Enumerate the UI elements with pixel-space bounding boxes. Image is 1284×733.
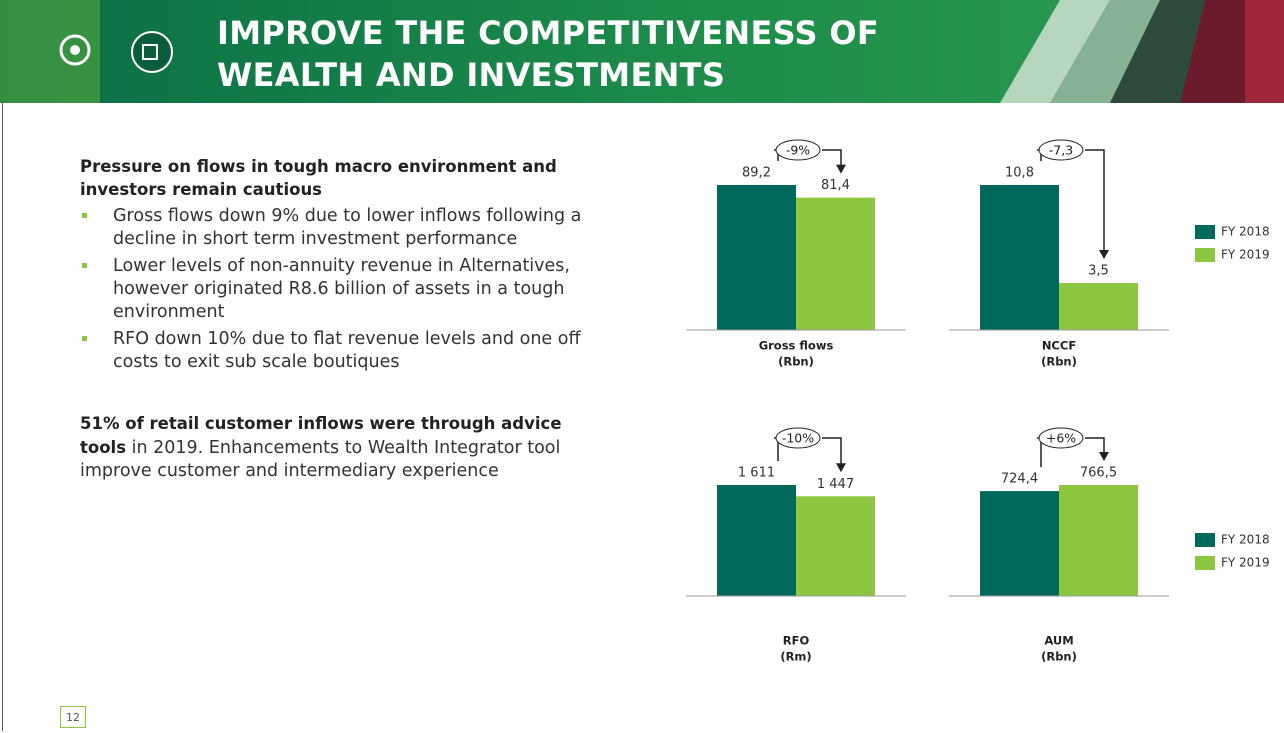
- change-label: +6%: [1046, 431, 1076, 446]
- change-arrow: [1099, 452, 1109, 461]
- chart-title: NCCF: [1042, 339, 1076, 353]
- bar: [1059, 283, 1138, 330]
- bar: [1059, 485, 1138, 596]
- change-oval: [1038, 427, 1084, 449]
- change-label: -7,3: [1049, 143, 1073, 158]
- heading: Pressure on flows in tough macro environ…: [80, 157, 557, 199]
- bar: [717, 485, 796, 596]
- legend-swatch: [1195, 556, 1215, 570]
- value-label: 10,8: [1005, 166, 1034, 181]
- advice-text: in 2019. Enhancements to Wealth Integrat…: [80, 438, 561, 481]
- value-label: 766,5: [1080, 466, 1117, 481]
- chart-unit: (Rbn): [778, 355, 814, 369]
- legend-label: FY 2019: [1221, 248, 1270, 262]
- bar: [796, 197, 875, 330]
- bar: [796, 496, 875, 596]
- change-label: -9%: [786, 143, 810, 158]
- legend-label: FY 2018: [1221, 533, 1270, 547]
- value-label: 1 611: [738, 466, 775, 481]
- legend-swatch: [1195, 248, 1215, 262]
- change-oval: [775, 139, 821, 161]
- chart-title: AUM: [1044, 634, 1073, 648]
- value-label: 1 447: [817, 477, 854, 492]
- bullet: RFO down 10% due to flat revenue levels …: [80, 328, 600, 374]
- change-oval: [775, 427, 821, 449]
- bullet-list: Gross flows down 9% due to lower inflows…: [80, 205, 600, 374]
- change-oval: [1038, 139, 1084, 161]
- chart-title: Gross flows: [759, 339, 834, 353]
- value-label: 3,5: [1088, 264, 1109, 279]
- slide-border: [2, 103, 3, 731]
- advice-paragraph: 51% of retail customer inflows were thro…: [80, 412, 600, 483]
- body-text: Pressure on flows in tough macro environ…: [80, 155, 600, 483]
- chart-unit: (Rbn): [1041, 650, 1077, 664]
- value-label: 81,4: [821, 178, 850, 193]
- bullet: Lower levels of non-annuity revenue in A…: [80, 255, 600, 324]
- legend-label: FY 2018: [1221, 225, 1270, 239]
- value-label: 724,4: [1001, 472, 1038, 487]
- bar: [980, 185, 1059, 330]
- change-arrow: [836, 164, 846, 174]
- legend-swatch: [1195, 533, 1215, 547]
- slide-title: IMPROVE THE COMPETITIVENESS OF: [217, 14, 879, 52]
- bar: [717, 185, 796, 330]
- change-arrow: [836, 463, 846, 473]
- chart-unit: (Rm): [780, 650, 811, 664]
- change-label: -10%: [782, 431, 814, 446]
- advice-bold: 51% of retail customer inflows were thro…: [80, 414, 562, 457]
- bar: [980, 491, 1059, 596]
- change-arrow: [1099, 250, 1109, 260]
- chart-title: RFO: [783, 634, 810, 648]
- chart-unit: (Rbn): [1041, 355, 1077, 369]
- header-band: [0, 0, 1284, 103]
- legend-swatch: [1195, 225, 1215, 239]
- value-label: 89,2: [742, 166, 771, 181]
- page-number: 12: [60, 706, 86, 728]
- slide-title: WEALTH AND INVESTMENTS: [217, 56, 726, 94]
- legend-label: FY 2019: [1221, 556, 1270, 570]
- bullet: Gross flows down 9% due to lower inflows…: [80, 205, 600, 251]
